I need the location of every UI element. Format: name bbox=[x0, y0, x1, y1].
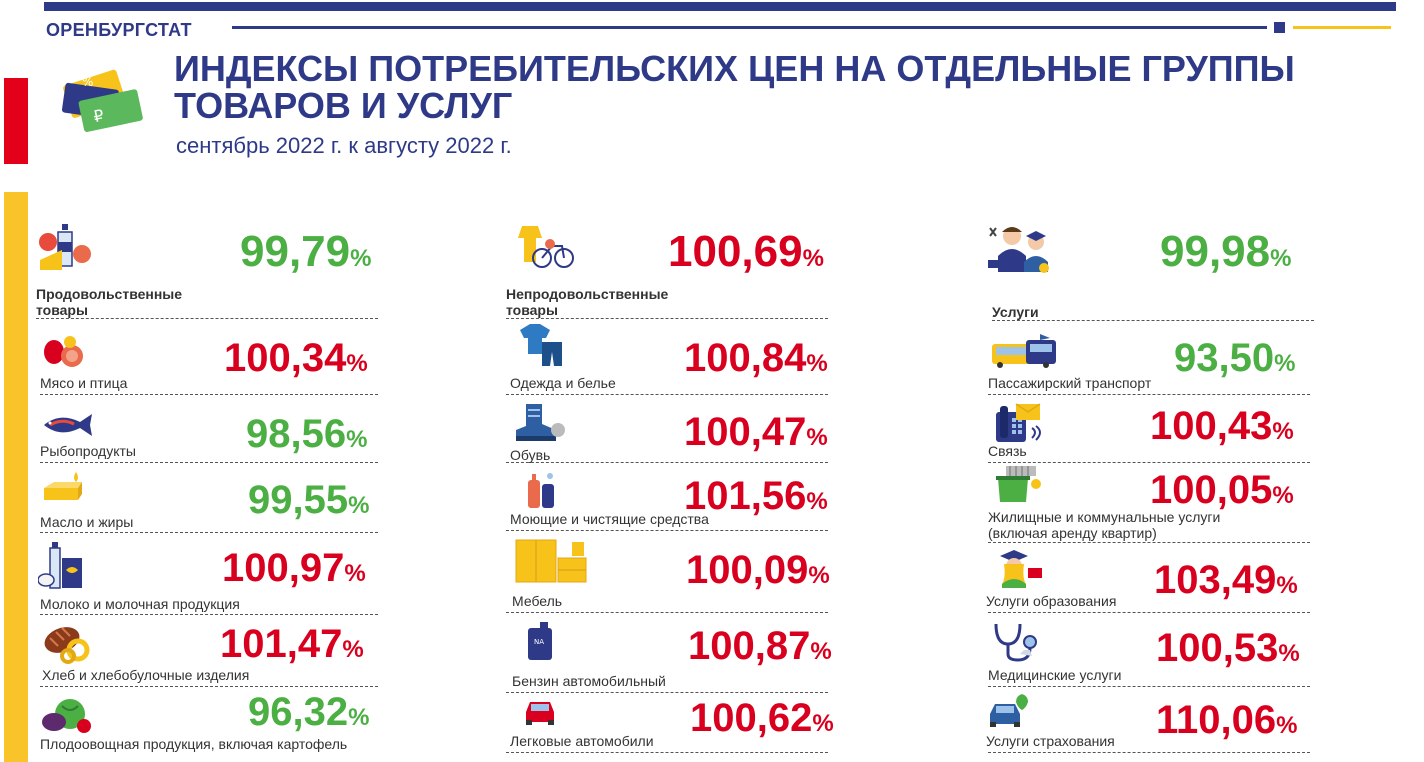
item-label: Услуги образования bbox=[986, 593, 1117, 609]
item-label: Плодоовощная продукция, включая картофел… bbox=[40, 736, 348, 752]
divider bbox=[992, 320, 1314, 321]
page-subtitle: сентябрь 2022 г. к августу 2022 г. bbox=[176, 133, 512, 158]
item-value: 93,50% bbox=[1174, 336, 1296, 380]
divider bbox=[988, 542, 1310, 543]
divider bbox=[506, 462, 828, 463]
group-label-nonfood: Непродовольственные товары bbox=[506, 286, 669, 318]
butter-icon bbox=[44, 472, 82, 500]
item-label: Мебель bbox=[512, 593, 563, 609]
red-side-bar bbox=[4, 78, 28, 164]
divider bbox=[40, 462, 378, 463]
divider bbox=[506, 530, 828, 531]
divider bbox=[36, 318, 378, 319]
item-label: Моющие и чистящие средства bbox=[510, 511, 709, 527]
item-label: Услуги страхования bbox=[986, 733, 1115, 749]
org-name: ОРЕНБУРГСТАТ bbox=[46, 20, 192, 40]
item-label: Бензин автомобильный bbox=[512, 673, 666, 689]
education-icon bbox=[1000, 550, 1042, 588]
food-icon bbox=[39, 224, 91, 270]
group-value-food: 99,79% bbox=[240, 227, 372, 276]
item-label: Хлеб и хлебобулочные изделия bbox=[42, 667, 250, 683]
divider bbox=[988, 394, 1310, 395]
item-value: 101,56% bbox=[684, 474, 828, 518]
meat-icon bbox=[44, 336, 83, 367]
item-label: Мясо и птица bbox=[40, 375, 128, 391]
yellow-side-bar bbox=[4, 192, 28, 762]
svg-text:%: % bbox=[82, 75, 93, 89]
divider bbox=[40, 394, 378, 395]
group-value-nonfood: 100,69% bbox=[668, 227, 824, 276]
clothes-icon bbox=[520, 324, 562, 366]
item-label-secondary: (включая аренду квартир) bbox=[988, 525, 1157, 541]
price-tags-icon: ₽ % bbox=[62, 69, 143, 132]
furniture-icon bbox=[515, 539, 587, 583]
fish-icon bbox=[44, 414, 92, 436]
item-value: 100,05% bbox=[1150, 468, 1294, 512]
divider bbox=[40, 686, 378, 687]
vegetables-icon bbox=[42, 699, 91, 733]
stethoscope-icon bbox=[994, 623, 1037, 662]
header-accent-rule bbox=[1293, 26, 1391, 29]
item-value: 98,56% bbox=[246, 412, 368, 456]
item-value: 100,84% bbox=[684, 336, 828, 380]
top-bar bbox=[44, 2, 1396, 11]
phone-icon bbox=[996, 403, 1041, 442]
item-label: Обувь bbox=[510, 447, 551, 463]
insurance-icon bbox=[990, 694, 1028, 727]
fuel-can-icon: NA bbox=[528, 622, 552, 660]
svg-text:NA: NA bbox=[534, 638, 544, 646]
group-value-services: 99,98% bbox=[1160, 227, 1292, 276]
item-value: 100,53% bbox=[1156, 626, 1300, 670]
item-label: Медицинские услуги bbox=[988, 667, 1122, 683]
services-icon bbox=[988, 227, 1049, 273]
nonfood-icon bbox=[518, 226, 574, 268]
group-label-services: Услуги bbox=[992, 304, 1039, 320]
divider bbox=[506, 612, 828, 613]
divider bbox=[988, 752, 1310, 753]
page-title: ИНДЕКСЫ ПОТРЕБИТЕЛЬСКИХ ЦЕН НА ОТДЕЛЬНЫЕ… bbox=[174, 48, 1295, 126]
item-label: Жилищные и коммунальные услуги bbox=[988, 509, 1221, 525]
item-label: Молоко и молочная продукция bbox=[40, 596, 240, 612]
divider bbox=[506, 394, 828, 395]
divider bbox=[988, 612, 1310, 613]
item-value: 103,49% bbox=[1154, 558, 1298, 602]
housing-icon bbox=[996, 466, 1041, 502]
item-value: 100,97% bbox=[222, 546, 366, 590]
item-value: 100,47% bbox=[684, 410, 828, 454]
divider bbox=[988, 462, 1310, 463]
item-value: 100,34% bbox=[224, 336, 368, 380]
divider bbox=[506, 752, 828, 753]
header-rule bbox=[232, 26, 1267, 29]
item-value: 100,62% bbox=[690, 696, 834, 740]
divider bbox=[988, 686, 1310, 687]
item-value: 100,09% bbox=[686, 548, 830, 592]
divider bbox=[40, 532, 378, 533]
item-value: 96,32% bbox=[248, 690, 370, 734]
item-value: 101,47% bbox=[220, 622, 364, 666]
car-icon bbox=[526, 702, 554, 725]
group-label-food: Продовольственные товары bbox=[36, 286, 183, 318]
svg-text:₽: ₽ bbox=[92, 105, 106, 126]
item-label: Легковые автомобили bbox=[510, 733, 654, 749]
transport-icon bbox=[992, 334, 1056, 368]
divider bbox=[506, 692, 828, 693]
boot-icon bbox=[516, 404, 565, 441]
item-value: 99,55% bbox=[248, 478, 370, 522]
divider bbox=[506, 318, 828, 319]
item-label: Пассажирский транспорт bbox=[988, 375, 1152, 391]
item-label: Одежда и белье bbox=[510, 375, 616, 391]
item-value: 100,43% bbox=[1150, 404, 1294, 448]
item-label: Масло и жиры bbox=[40, 514, 134, 530]
divider bbox=[40, 614, 378, 615]
detergent-icon bbox=[528, 473, 554, 508]
header-square bbox=[1274, 22, 1285, 33]
item-value: 110,06% bbox=[1156, 698, 1298, 742]
item-value: 100,87% bbox=[688, 624, 832, 668]
item-label: Связь bbox=[988, 443, 1027, 459]
milk-icon bbox=[38, 542, 82, 589]
item-label: Рыбопродукты bbox=[40, 443, 136, 459]
bread-icon bbox=[44, 627, 90, 664]
